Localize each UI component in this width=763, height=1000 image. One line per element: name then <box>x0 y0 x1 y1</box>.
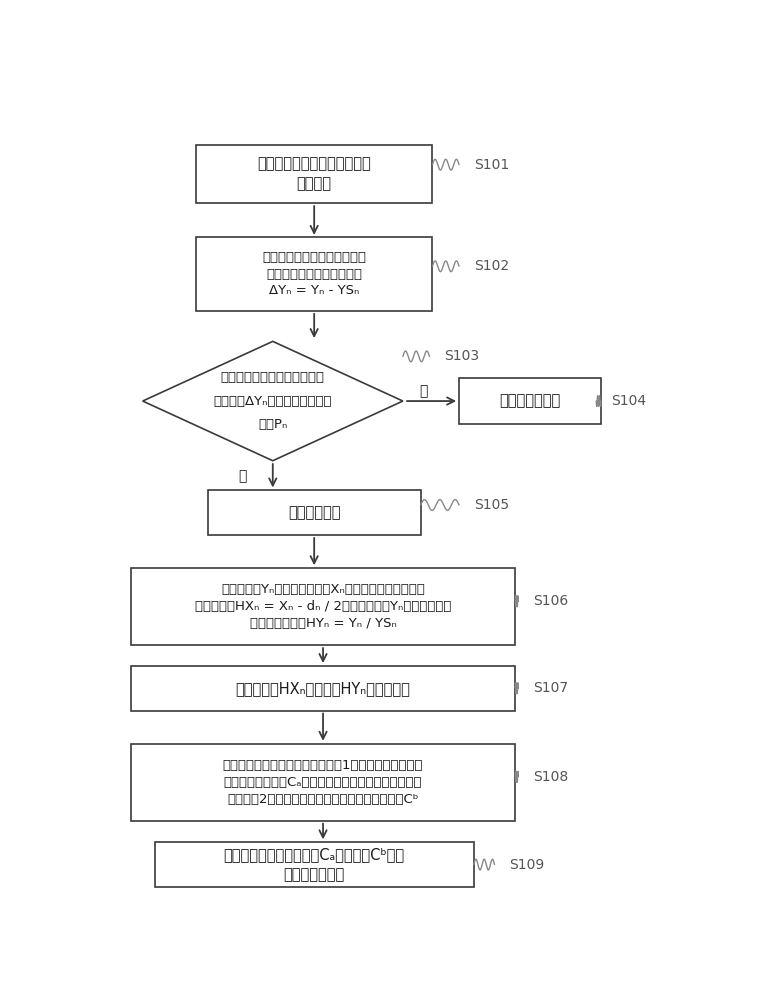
Polygon shape <box>143 341 403 461</box>
Bar <box>196 237 433 311</box>
Text: 号变化値ΔYₙ是否大于等于预设: 号变化値ΔYₙ是否大于等于预设 <box>214 395 332 408</box>
Text: 换后的纵坐标为HYₙ = Yₙ / YSₙ: 换后的纵坐标为HYₙ = Yₙ / YSₙ <box>250 617 397 630</box>
Bar <box>131 666 515 711</box>
Text: 是: 是 <box>238 469 246 483</box>
Text: S108: S108 <box>533 770 568 784</box>
Text: S109: S109 <box>510 858 545 872</box>
Text: S101: S101 <box>474 158 509 172</box>
Text: 接收输入的多对电极电容成像: 接收输入的多对电极电容成像 <box>257 156 371 171</box>
Text: 当缺陷所对应曲线图的波谷个数为1时，确定各电极对中: 当缺陷所对应曲线图的波谷个数为1时，确定各电极对中 <box>223 759 423 772</box>
Text: 此缺陷的深度位于电极对Cₐ与电极对Cᵇ的有: 此缺陷的深度位于电极对Cₐ与电极对Cᵇ的有 <box>224 847 404 862</box>
Bar <box>131 744 515 821</box>
Bar <box>208 490 420 535</box>
Text: S103: S103 <box>444 349 479 363</box>
Text: 判断缺陷存在: 判断缺陷存在 <box>288 505 340 520</box>
Text: S105: S105 <box>474 498 509 512</box>
Text: 判断多对电极电容成像缺陷信: 判断多对电极电容成像缺陷信 <box>221 371 325 384</box>
Text: 的最大电极对编号Cₐ；当同一缺陷所对应曲线图的波谷: 的最大电极对编号Cₐ；当同一缺陷所对应曲线图的波谷 <box>224 776 422 789</box>
Text: 的横坐标为HXₙ = Xₙ - dₙ / 2；对缺陷信号Yₙ进行变换，变: 的横坐标为HXₙ = Xₙ - dₙ / 2；对缺陷信号Yₙ进行变换，变 <box>195 600 451 613</box>
Text: ΔYₙ = Yₙ - YSₙ: ΔYₙ = Yₙ - YSₙ <box>269 284 359 297</box>
Text: 效检测深度之间: 效检测深度之间 <box>284 867 345 882</box>
Text: 对所述多对电极电容成像缺陷: 对所述多对电极电容成像缺陷 <box>262 251 366 264</box>
Bar <box>459 378 601 424</box>
Text: S107: S107 <box>533 681 568 695</box>
Text: 根据横坐标HXₙ与纵坐标HYₙ绘制曲线图: 根据横坐标HXₙ与纵坐标HYₙ绘制曲线图 <box>236 681 410 696</box>
Bar <box>196 145 433 203</box>
Bar <box>154 842 474 887</box>
Text: 判断缺陷不存在: 判断缺陷不存在 <box>499 394 561 409</box>
Text: 否: 否 <box>420 384 428 398</box>
Text: 阈値Pₙ: 阈値Pₙ <box>258 418 288 431</box>
Text: S104: S104 <box>611 394 646 408</box>
Bar <box>131 568 515 645</box>
Text: 检测信号求缺陷信号变化値: 检测信号求缺陷信号变化値 <box>266 267 362 280</box>
Text: 的个数为2时，确定各电极对中的最小电极对编号Cᵇ: 的个数为2时，确定各电极对中的最小电极对编号Cᵇ <box>227 793 419 806</box>
Text: 对缺陷信号Yₙ所对应的横坐标Xₙ进行坐标变换，变换后: 对缺陷信号Yₙ所对应的横坐标Xₙ进行坐标变换，变换后 <box>221 583 425 596</box>
Text: S102: S102 <box>474 259 509 273</box>
Text: 检测信号: 检测信号 <box>297 176 332 191</box>
Text: S106: S106 <box>533 594 568 608</box>
